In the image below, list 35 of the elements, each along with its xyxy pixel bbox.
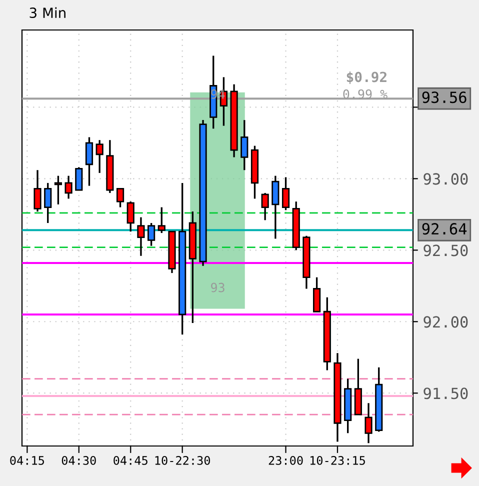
candlestick (158, 206, 166, 234)
candlestick (240, 119, 248, 171)
candlestick (126, 200, 134, 232)
ref-line-label: 92.64 (422, 223, 467, 235)
annotation: 93 (211, 282, 224, 292)
y-tick-label: 93.00 (424, 173, 468, 185)
x-tick-label: 10-22:30 (155, 456, 210, 465)
annotation: 94 (211, 89, 225, 99)
candlestick (85, 136, 94, 187)
candlestick (364, 402, 372, 444)
candlestick (137, 216, 145, 257)
candlestick (64, 174, 72, 200)
x-tick-label: 04:45 (114, 456, 148, 465)
x-tick-label: 04:30 (62, 456, 96, 465)
candlestick (75, 166, 83, 191)
candlestick (313, 276, 321, 312)
candlestick (261, 192, 269, 221)
candlestick (34, 169, 42, 212)
annotation: $0.92 (346, 71, 386, 84)
x-tick-label: 23:00 (268, 456, 303, 465)
x-tick-label: 04:15 (10, 456, 44, 465)
annotation: 0.99 % (343, 89, 388, 99)
candlestick (116, 188, 124, 208)
candlestick (282, 176, 290, 211)
candlestick (54, 174, 62, 206)
x-tick-label: 10-23:15 (310, 456, 365, 465)
candlestick (148, 222, 156, 247)
ref-line-label: 93.56 (422, 92, 466, 104)
candlestick (272, 174, 280, 240)
chart-title: 3 Min (30, 7, 66, 18)
candlestick (96, 139, 104, 174)
y-tick-label: 92.00 (424, 316, 468, 328)
y-tick-label: 92.50 (424, 244, 468, 256)
candlestick (44, 182, 52, 224)
y-tick-label: 91.50 (424, 388, 468, 400)
